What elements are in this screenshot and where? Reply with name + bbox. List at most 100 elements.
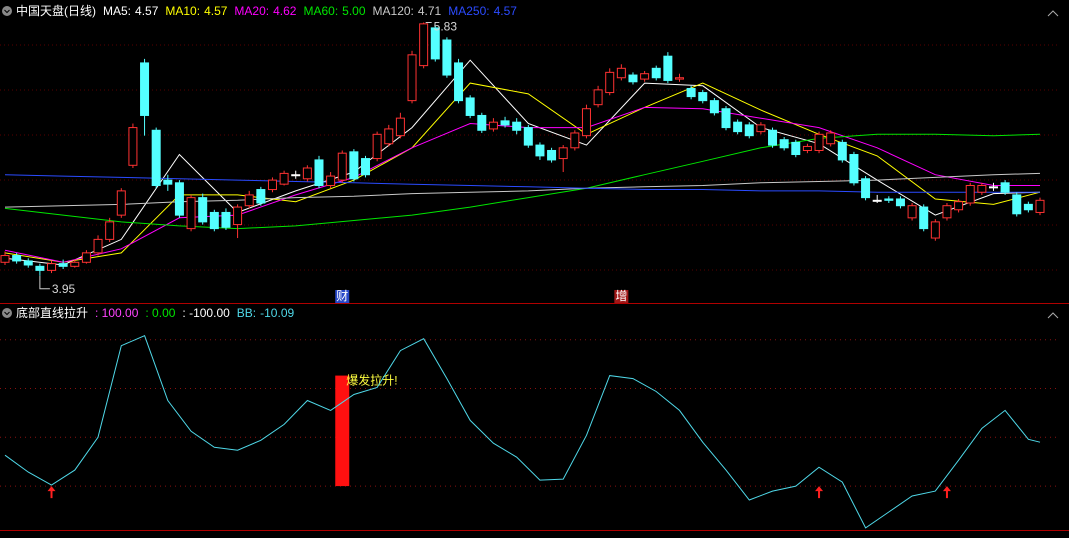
candle-body: [872, 199, 882, 202]
candle-body: [651, 67, 661, 79]
candle-body: [512, 121, 522, 131]
candle-body: [407, 54, 417, 102]
legend-name: MA250:: [448, 4, 490, 18]
chart-title: 中国天盘(日线): [16, 4, 96, 18]
candle-body: [581, 108, 591, 137]
low-price-label: 3.95: [52, 282, 76, 296]
collapse-icon[interactable]: [1047, 312, 1059, 319]
level-label: : -100.00: [182, 306, 230, 320]
level-label: : 100.00: [95, 306, 139, 320]
price-leader: [39, 275, 50, 290]
candle-body: [465, 97, 475, 116]
candle-body: [395, 117, 405, 137]
legend-entry: MA5: 4.57: [103, 4, 158, 18]
candle-body: [628, 74, 638, 83]
collapse-icon[interactable]: [1047, 10, 1059, 17]
candle-body: [12, 255, 22, 262]
menu-icon-chevron: [4, 9, 10, 14]
candle-body: [802, 145, 812, 151]
legend-name: MA20:: [234, 4, 270, 18]
candle-body: [1012, 194, 1022, 215]
candle-body: [233, 206, 243, 226]
candle-body: [326, 175, 336, 187]
candle-body: [198, 197, 208, 223]
candle-body: [1023, 203, 1033, 211]
candle-body: [686, 88, 696, 98]
candle-body: [988, 186, 998, 189]
candle-body: [721, 108, 731, 129]
price-grid: [0, 44, 1060, 271]
legend-name: BB:: [236, 306, 257, 320]
candle-body: [698, 92, 708, 102]
candle-body: [35, 265, 45, 271]
legend-value: 4.71: [417, 4, 442, 18]
candle-body: [849, 154, 859, 184]
candle-body: [116, 190, 126, 216]
event-marker: [614, 290, 629, 303]
candle-body: [58, 263, 68, 267]
candle-body: [186, 197, 196, 230]
candle-body: [826, 132, 836, 145]
candle-body: [558, 147, 568, 160]
legend-value: 4.57: [493, 4, 517, 18]
legend-entry: MA10: 4.57: [165, 4, 227, 18]
candle-body: [895, 198, 905, 207]
indicator-title: 底部直线拉升: [16, 306, 89, 320]
candle-body: [93, 238, 103, 254]
menu-icon[interactable]: [2, 6, 12, 16]
indicator-legend: 底部直线拉升 : 100.00 : 0.00 : -100.00 BB: -10.09: [16, 306, 294, 320]
legend-value: 4.62: [273, 4, 297, 18]
candle-body: [47, 263, 57, 271]
legend-entry: BB: -10.09: [237, 306, 294, 320]
candle-body: [535, 144, 545, 157]
event-label: 增: [615, 289, 627, 303]
candle-body: [70, 261, 80, 267]
candle-body: [163, 179, 173, 185]
candle-body: [105, 221, 115, 240]
candle-body: [500, 120, 510, 126]
candle-body: [372, 133, 382, 160]
menu-icon[interactable]: [2, 308, 12, 318]
candle-body: [977, 185, 987, 193]
event-label: 财: [336, 289, 348, 303]
main-legend: 中国天盘(日线) MA5: 4.57 MA10: 4.57 MA20: 4.62 MA60: 5…: [16, 4, 517, 18]
candle-body: [884, 198, 894, 201]
candle-body: [442, 39, 452, 76]
candle-body: [965, 185, 975, 204]
candle-body: [430, 27, 440, 60]
candle-body: [337, 152, 347, 181]
candle-body: [814, 133, 824, 151]
candle-body: [756, 124, 766, 133]
candle-body: [709, 100, 719, 114]
candle-body: [954, 201, 964, 211]
candle-body: [419, 23, 429, 67]
candle-body: [733, 121, 743, 133]
legend-name: MA10:: [165, 4, 201, 18]
candle-body: [768, 129, 778, 146]
menu-icon-chevron: [4, 311, 10, 316]
candle-body: [488, 121, 498, 130]
candle-body: [744, 124, 754, 137]
legend-name: MA60:: [303, 4, 339, 18]
signal-annotation: 爆发拉升!: [346, 373, 397, 388]
candle-body: [0, 255, 10, 263]
candle-body: [605, 71, 615, 94]
candle-body: [1000, 182, 1010, 193]
legend-entry: MA60: 5.00: [303, 4, 365, 18]
candle-body: [942, 205, 952, 219]
candle-body: [930, 221, 940, 239]
level-label: : 0.00: [145, 306, 176, 320]
candle-body: [616, 67, 626, 79]
moving-average-line: [4, 174, 1040, 193]
candle-body: [861, 178, 871, 199]
candle-body: [151, 129, 161, 187]
candle-body: [477, 114, 487, 131]
moving-average-line: [4, 133, 1041, 230]
candle-body: [244, 194, 254, 207]
candle-body: [837, 141, 847, 161]
candle-body: [128, 127, 138, 166]
candle-body: [593, 89, 603, 106]
signal-arrow: [47, 486, 56, 499]
